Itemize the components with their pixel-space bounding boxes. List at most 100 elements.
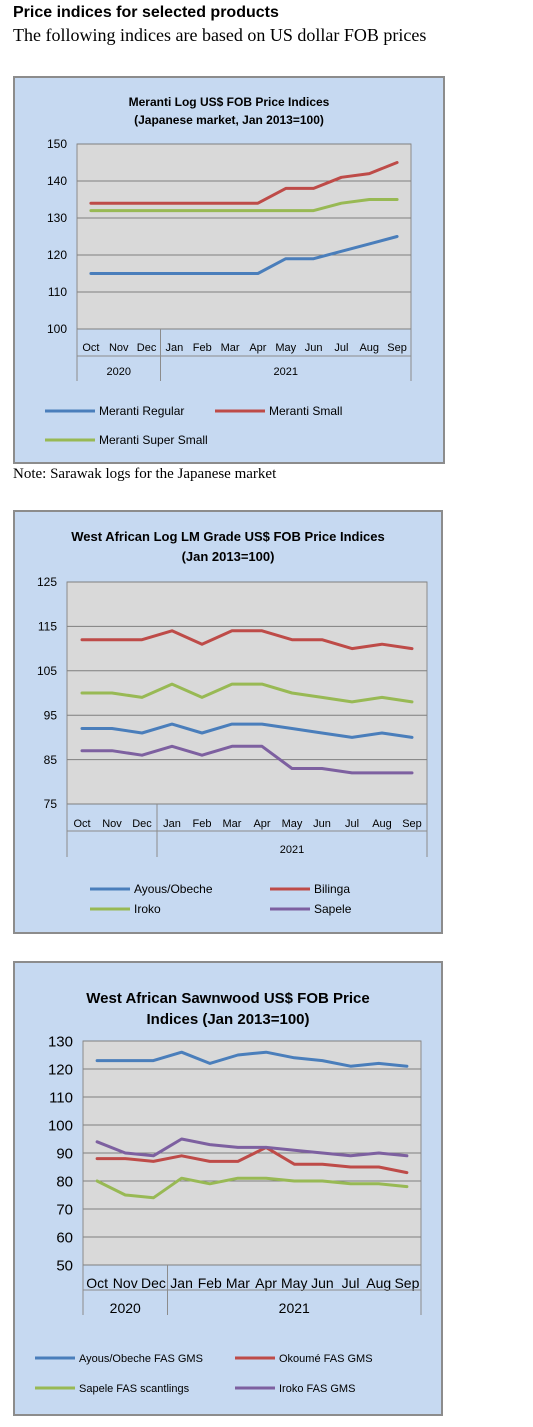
- x-tick-label: Oct: [73, 818, 90, 830]
- series-line: [80, 744, 414, 775]
- legend-label: Meranti Super Small: [99, 433, 208, 447]
- x-tick-label: Feb: [193, 818, 212, 830]
- y-tick-label: 85: [44, 753, 58, 767]
- x-tick-label: Mar: [223, 818, 242, 830]
- legend-label: Meranti Regular: [99, 404, 184, 418]
- x-tick-label: Apr: [255, 1275, 277, 1291]
- x-tick-label: Mar: [221, 342, 240, 354]
- series-line: [80, 682, 414, 704]
- x-tick-label: Oct: [82, 342, 99, 354]
- x-tick-label: Nov: [109, 342, 129, 354]
- series-line: [89, 235, 399, 275]
- y-tick-label: 140: [47, 174, 67, 188]
- chart-title: West African Sawnwood US$ FOB Price: [86, 990, 370, 1007]
- x-tick-label: Jul: [334, 342, 348, 354]
- x-tick-label: May: [275, 342, 296, 354]
- x-tick-label: Aug: [372, 818, 392, 830]
- legend-label: Meranti Small: [269, 404, 342, 418]
- series-line: [95, 1145, 409, 1175]
- x-tick-label: Nov: [113, 1275, 138, 1291]
- chart-svg-west-african-log: 75 85 95 105 115 125 Oct Nov Dec Jan Feb Mar Apr May J…: [37, 575, 428, 916]
- year-label: 2021: [274, 366, 298, 378]
- x-tick-label: Jan: [163, 818, 181, 830]
- x-tick-label: Dec: [137, 342, 157, 354]
- series-line: [80, 722, 414, 739]
- x-tick-label: Mar: [226, 1275, 250, 1291]
- x-tick-label: Jun: [311, 1275, 334, 1291]
- legend-label: Iroko: [134, 902, 161, 916]
- x-tick-label: Jun: [305, 342, 323, 354]
- legend-label: Ayous/Obeche: [134, 882, 213, 896]
- x-tick-label: Aug: [359, 342, 379, 354]
- y-tick-label: 90: [56, 1145, 73, 1162]
- year-label: 2021: [280, 844, 304, 856]
- y-tick-label: 105: [37, 664, 57, 678]
- series-line: [80, 629, 414, 651]
- chart-title: Meranti Log US$ FOB Price Indices: [128, 95, 330, 109]
- y-tick-label: 120: [48, 1061, 73, 1078]
- plot-area: [66, 581, 428, 805]
- series-line: [95, 1176, 409, 1200]
- x-tick-label: Jul: [345, 818, 359, 830]
- chart-note: Note: Sarawak logs for the Japanese mark…: [13, 466, 277, 482]
- y-tick-label: 110: [48, 285, 67, 299]
- legend-label: Ayous/Obeche FAS GMS: [79, 1353, 203, 1365]
- x-tick-label: Nov: [102, 818, 122, 830]
- y-tick-label: 120: [47, 248, 67, 262]
- chart-svg-meranti: 100 110 120 130 140 150 Oct Nov Dec Jan Feb Mar Apr M…: [45, 137, 412, 447]
- plot-area: [76, 143, 412, 330]
- series-line: [89, 161, 399, 205]
- x-tick-label: Oct: [86, 1275, 108, 1291]
- legend-label: Iroko FAS GMS: [279, 1383, 355, 1395]
- y-tick-label: 125: [37, 575, 57, 589]
- y-tick-label: 95: [44, 708, 58, 722]
- page-heading: Price indices for selected products: [13, 4, 279, 21]
- x-tick-label: Feb: [193, 342, 212, 354]
- x-tick-label: Dec: [141, 1275, 166, 1291]
- y-tick-label: 100: [47, 322, 67, 336]
- chart-svg-west-african-sawnwood: 50 60 70 80 90 100 110 120 130 Oct Nov Dec Jan Feb Mar…: [35, 1033, 422, 1395]
- chart-panel-west-african-log: West African Log LM Grade US$ FOB Price …: [13, 510, 443, 934]
- y-tick-label: 150: [47, 137, 67, 151]
- chart-subtitle: Indices (Jan 2013=100): [146, 1011, 310, 1028]
- chart-subtitle: (Japanese market, Jan 2013=100): [134, 113, 324, 127]
- x-tick-label: Jul: [342, 1275, 360, 1291]
- series-line: [95, 1050, 409, 1068]
- y-tick-label: 70: [56, 1201, 73, 1218]
- x-tick-label: Apr: [249, 342, 266, 354]
- x-tick-label: Sep: [394, 1275, 419, 1291]
- y-tick-label: 110: [49, 1089, 73, 1106]
- x-tick-label: Jan: [166, 342, 184, 354]
- x-tick-label: Apr: [253, 818, 270, 830]
- series-line: [95, 1137, 409, 1158]
- x-tick-label: Jun: [313, 818, 331, 830]
- y-tick-label: 80: [56, 1173, 73, 1190]
- year-label: 2021: [279, 1300, 310, 1316]
- x-tick-label: May: [282, 818, 303, 830]
- chart-subtitle: (Jan 2013=100): [181, 549, 275, 564]
- x-tick-label: Dec: [132, 818, 152, 830]
- series-line: [89, 198, 399, 213]
- y-tick-label: 100: [48, 1117, 73, 1134]
- year-label: 2020: [110, 1300, 141, 1316]
- year-label: 2020: [107, 366, 131, 378]
- page-subheading: The following indices are based on US do…: [13, 25, 427, 45]
- x-tick-label: Feb: [198, 1275, 222, 1291]
- x-tick-label: Jan: [170, 1275, 193, 1291]
- legend-label: Bilinga: [314, 882, 350, 896]
- x-tick-label: Aug: [366, 1275, 391, 1291]
- y-tick-label: 115: [38, 620, 57, 634]
- x-tick-label: Sep: [387, 342, 407, 354]
- legend-label: Sapele FAS scantlings: [79, 1383, 190, 1395]
- y-tick-label: 130: [47, 211, 67, 225]
- y-tick-label: 60: [56, 1229, 73, 1246]
- y-tick-label: 75: [44, 797, 58, 811]
- chart-title: West African Log LM Grade US$ FOB Price …: [71, 529, 385, 544]
- x-tick-label: Sep: [402, 818, 422, 830]
- y-tick-label: 50: [56, 1257, 73, 1274]
- chart-panel-meranti: Meranti Log US$ FOB Price Indices (Japan…: [13, 76, 445, 464]
- chart-panel-west-african-sawnwood: West African Sawnwood US$ FOB Price Indi…: [13, 961, 443, 1416]
- y-tick-label: 130: [48, 1033, 73, 1050]
- legend-label: Sapele: [314, 902, 352, 916]
- x-tick-label: May: [281, 1275, 307, 1291]
